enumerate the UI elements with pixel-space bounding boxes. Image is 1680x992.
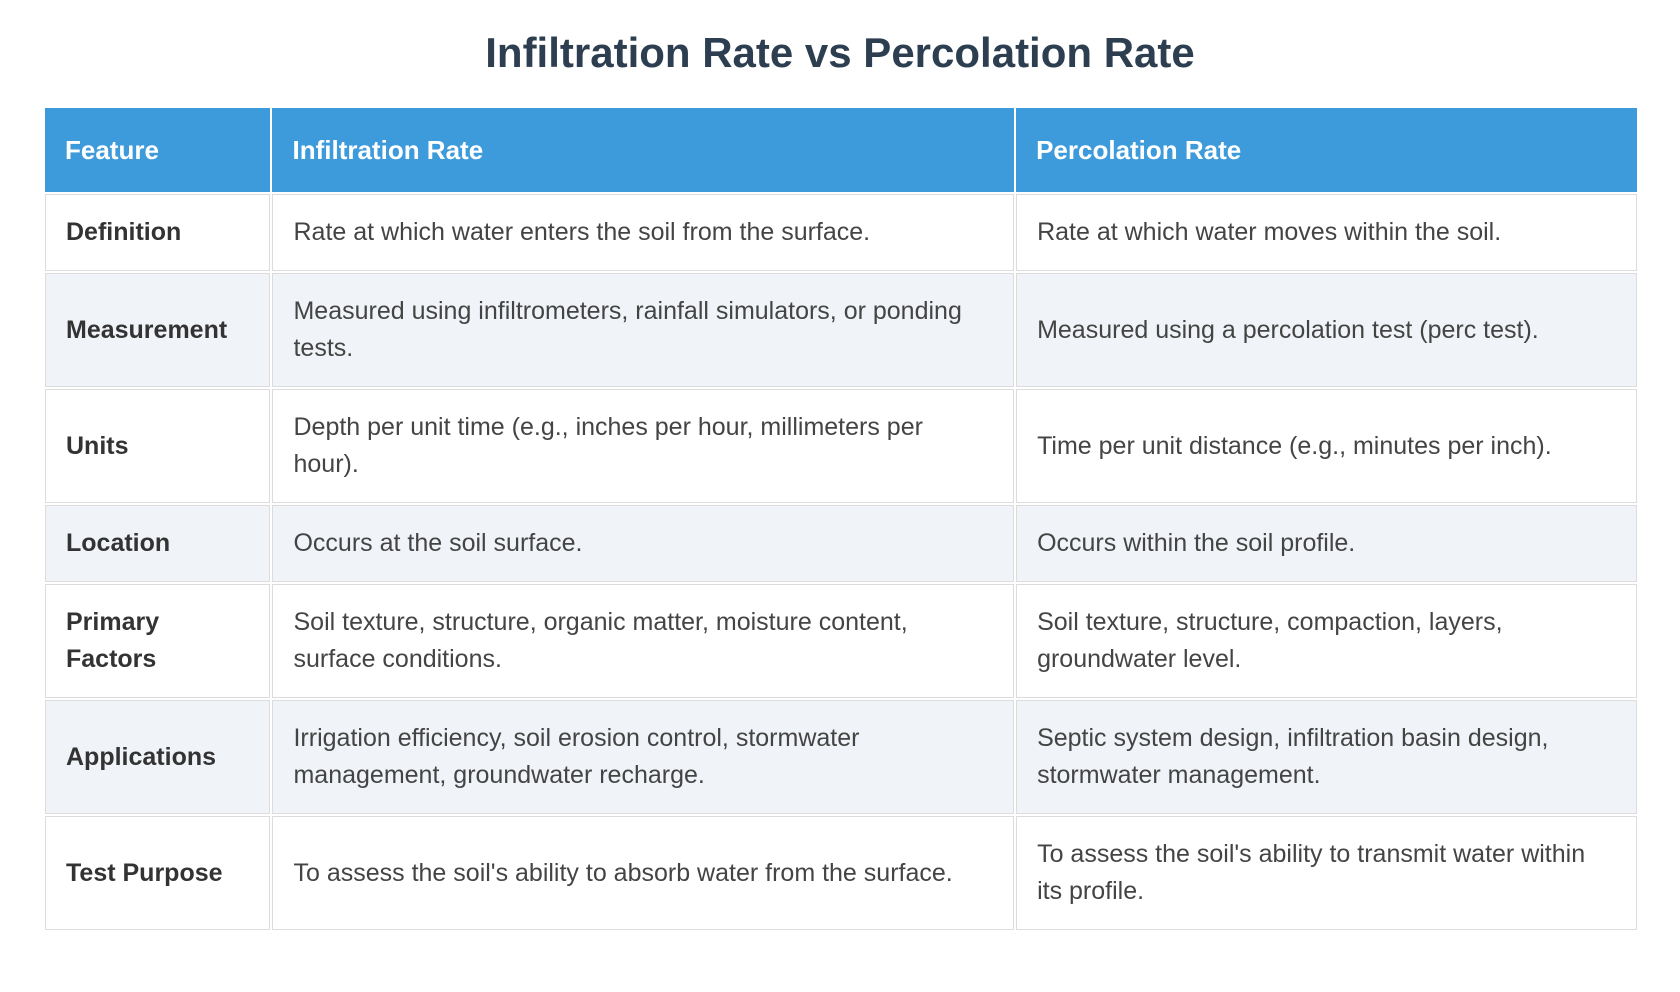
feature-cell: Definition — [45, 194, 271, 271]
feature-cell: Location — [45, 505, 271, 582]
table-row: Definition Rate at which water enters the… — [45, 194, 1637, 271]
comparison-table: Feature Infiltration Rate Percolation Ra… — [43, 106, 1639, 932]
percolation-rate-cell: Rate at which water moves within the soi… — [1016, 194, 1637, 271]
page: Infiltration Rate vs Percolation Rate Fe… — [0, 28, 1680, 932]
infiltration-rate-cell: To assess the soil's ability to absorb w… — [272, 816, 1015, 930]
column-header-percolation-rate: Percolation Rate — [1016, 108, 1637, 192]
feature-cell: Units — [45, 389, 271, 503]
infiltration-rate-cell: Depth per unit time (e.g., inches per ho… — [272, 389, 1015, 503]
table-header-row: Feature Infiltration Rate Percolation Ra… — [45, 108, 1637, 192]
table-row: Applications Irrigation efficiency, soil … — [45, 700, 1637, 814]
infiltration-rate-cell: Measured using infiltrometers, rainfall … — [272, 273, 1015, 387]
table-row: Primary Factors Soil texture, structure, … — [45, 584, 1637, 698]
infiltration-rate-cell: Occurs at the soil surface. — [272, 505, 1015, 582]
infiltration-rate-cell: Irrigation efficiency, soil erosion cont… — [272, 700, 1015, 814]
table-row: Location Occurs at the soil surface. Occur… — [45, 505, 1637, 582]
percolation-rate-cell: Occurs within the soil profile. — [1016, 505, 1637, 582]
feature-cell: Primary Factors — [45, 584, 271, 698]
percolation-rate-cell: Septic system design, infiltration basin… — [1016, 700, 1637, 814]
table-row: Test Purpose To assess the soil's ability… — [45, 816, 1637, 930]
page-title: Infiltration Rate vs Percolation Rate — [485, 29, 1195, 76]
percolation-rate-cell: Time per unit distance (e.g., minutes pe… — [1016, 389, 1637, 503]
table-row: Units Depth per unit time (e.g., inches p… — [45, 389, 1637, 503]
infiltration-rate-cell: Soil texture, structure, organic matter,… — [272, 584, 1015, 698]
table-row: Measurement Measured using infiltrometers… — [45, 273, 1637, 387]
feature-cell: Applications — [45, 700, 271, 814]
percolation-rate-cell: Soil texture, structure, compaction, lay… — [1016, 584, 1637, 698]
column-header-infiltration-rate: Infiltration Rate — [272, 108, 1015, 192]
column-header-feature: Feature — [45, 108, 271, 192]
percolation-rate-cell: Measured using a percolation test (perc … — [1016, 273, 1637, 387]
infiltration-rate-cell: Rate at which water enters the soil from… — [272, 194, 1015, 271]
feature-cell: Test Purpose — [45, 816, 271, 930]
comparison-table-container: Feature Infiltration Rate Percolation Ra… — [43, 106, 1639, 932]
percolation-rate-cell: To assess the soil's ability to transmit… — [1016, 816, 1637, 930]
feature-cell: Measurement — [45, 273, 271, 387]
